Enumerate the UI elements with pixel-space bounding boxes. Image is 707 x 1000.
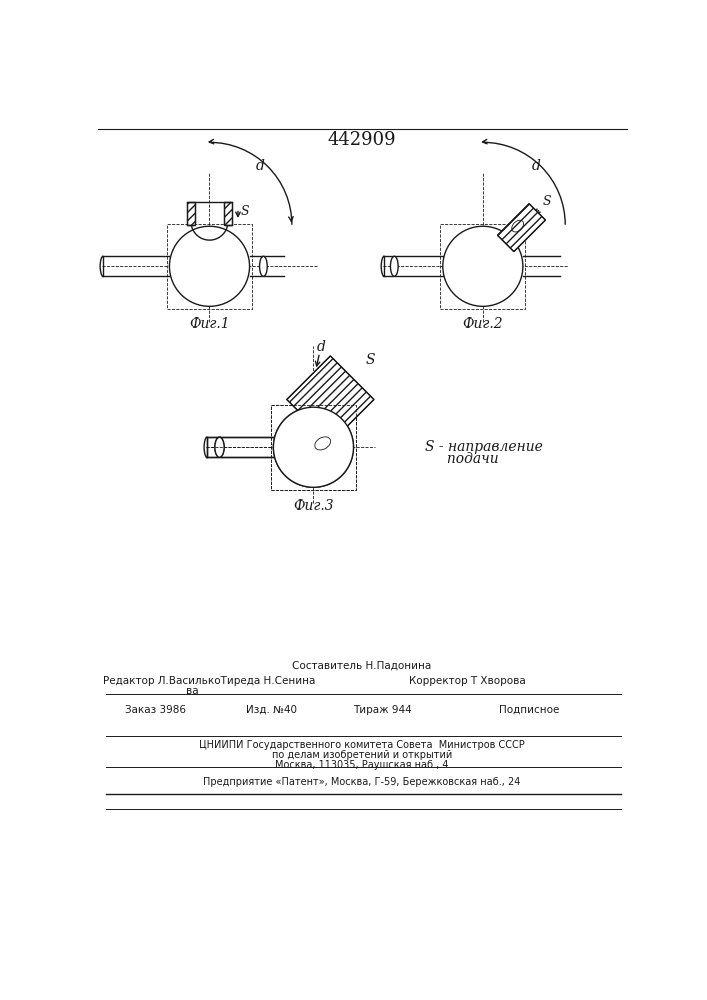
- Ellipse shape: [215, 437, 224, 457]
- Text: d: d: [317, 340, 326, 354]
- Circle shape: [170, 226, 250, 306]
- Text: Фиг.1: Фиг.1: [189, 317, 230, 331]
- Text: d: d: [256, 159, 265, 173]
- Text: S - направление: S - направление: [425, 440, 543, 454]
- Text: Корректор Т Хворова: Корректор Т Хворова: [409, 676, 526, 686]
- Text: по делам изобретений и открытий: по делам изобретений и открытий: [271, 750, 452, 760]
- Text: d: d: [532, 159, 541, 173]
- Text: Составитель Н.Падонина: Составитель Н.Падонина: [292, 660, 431, 670]
- Text: Фиг.2: Фиг.2: [462, 317, 503, 331]
- Polygon shape: [187, 202, 195, 225]
- Ellipse shape: [259, 256, 267, 276]
- Text: Тираж 944: Тираж 944: [354, 705, 412, 715]
- Circle shape: [443, 226, 523, 306]
- Ellipse shape: [215, 437, 224, 457]
- Text: Фиг.3: Фиг.3: [293, 499, 334, 513]
- Text: S: S: [366, 353, 375, 367]
- Text: Москва, 113035, Раушская наб., 4: Москва, 113035, Раушская наб., 4: [275, 760, 449, 770]
- Text: 442909: 442909: [327, 131, 396, 149]
- Text: ЦНИИПИ Государственного комитета Совета  Министров СССР: ЦНИИПИ Государственного комитета Совета …: [199, 740, 525, 750]
- Text: Заказ 3986: Заказ 3986: [125, 705, 186, 715]
- Polygon shape: [287, 356, 374, 443]
- Polygon shape: [224, 202, 232, 225]
- Text: Предприятие «Патент», Москва, Г-59, Бережковская наб., 24: Предприятие «Патент», Москва, Г-59, Бере…: [204, 777, 520, 787]
- Polygon shape: [498, 204, 546, 252]
- Circle shape: [274, 407, 354, 487]
- Text: Подписное: Подписное: [499, 705, 559, 715]
- Text: подачи: подачи: [425, 452, 498, 466]
- Circle shape: [274, 407, 354, 487]
- Text: ва: ва: [187, 686, 199, 696]
- Text: S: S: [543, 195, 551, 208]
- Text: Редактор Л.ВасилькоТиреда Н.Сенина: Редактор Л.ВасилькоТиреда Н.Сенина: [103, 676, 316, 686]
- Text: Изд. №40: Изд. №40: [245, 705, 297, 715]
- Text: S: S: [240, 205, 249, 218]
- Ellipse shape: [390, 256, 398, 276]
